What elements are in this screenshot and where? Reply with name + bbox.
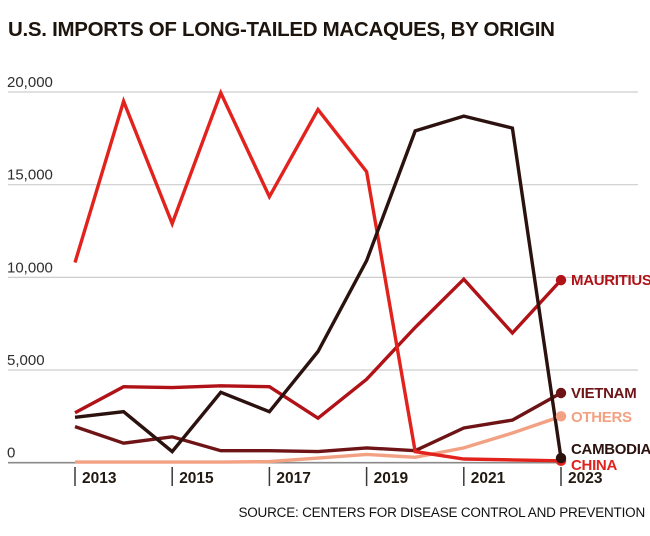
x-tick-label-2015: 2015 [179,470,214,487]
legend-label-mauritius: MAURITIUS [571,272,650,289]
source-attribution: SOURCE: CENTERS FOR DISEASE CONTROL AND … [238,505,645,520]
cambodia-end-dot [555,452,567,464]
china-line [73,88,562,463]
y-tick-label-15000: 15,000 [7,167,53,184]
x-tick-label-2023: 2023 [568,470,603,487]
mauritius-end-dot [555,274,567,286]
x-tick-label-2017: 2017 [276,470,310,487]
vietnam-line [74,391,562,454]
chart-title: U.S. IMPORTS OF LONG-TAILED MACAQUES, BY… [8,18,555,41]
y-tick-label-10000: 10,000 [7,259,53,276]
others-line [75,414,562,464]
others-end-dot [555,411,567,422]
cambodia-line [74,114,563,459]
y-tick-label-5000: 5,000 [7,352,45,369]
x-tick-label-2013: 2013 [82,470,117,487]
x-tick-label-2021: 2021 [471,470,506,487]
legend-label-vietnam: VIETNAM [571,385,637,402]
y-tick-label-20000: 20,000 [7,74,53,91]
vietnam-end-dot [555,387,567,399]
mauritius-line [74,276,563,421]
y-tick-label-0: 0 [7,445,15,462]
legend-label-cambodia: CAMBODIA [571,441,650,458]
legend-label-others: OTHERS [571,409,632,426]
legend-label-china: CHINA [571,457,617,474]
x-tick-label-2019: 2019 [374,470,409,487]
